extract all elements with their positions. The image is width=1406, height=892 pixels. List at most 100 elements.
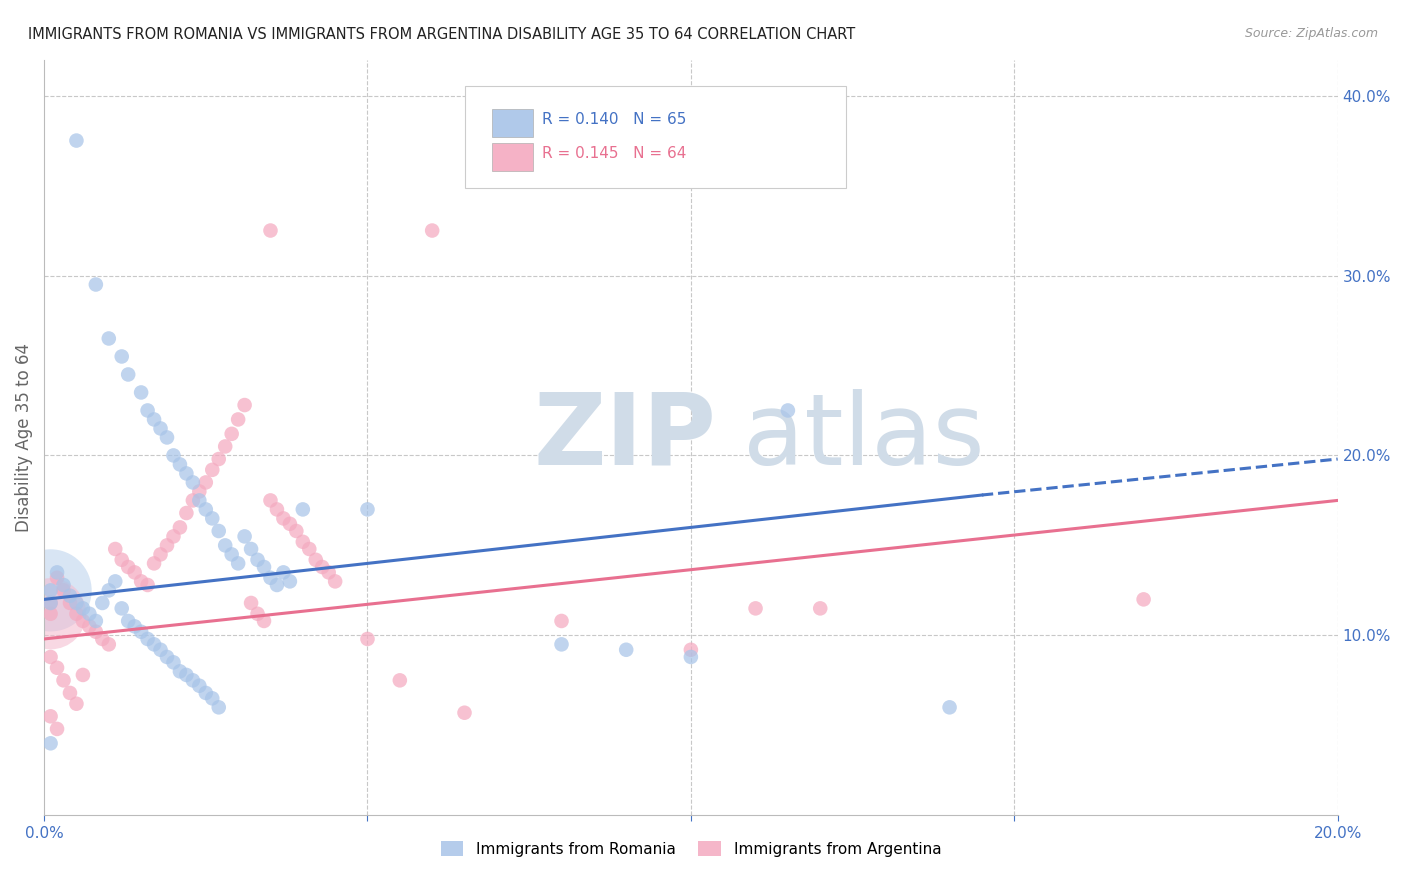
Point: [305, 553, 328, 567]
Point: [176, 668, 198, 682]
Point: [136, 403, 159, 417]
Point: [208, 700, 231, 714]
Point: [65, 134, 87, 148]
Y-axis label: Disability Age 35 to 64: Disability Age 35 to 64: [15, 343, 32, 532]
Point: [550, 637, 572, 651]
Point: [221, 548, 243, 562]
Point: [39, 607, 62, 621]
Point: [226, 557, 249, 571]
Point: [143, 412, 166, 426]
Point: [97, 583, 120, 598]
Point: [266, 578, 288, 592]
Text: ZIP: ZIP: [534, 389, 717, 486]
Point: [181, 475, 204, 490]
Point: [188, 679, 211, 693]
Text: Source: ZipAtlas.com: Source: ZipAtlas.com: [1244, 27, 1378, 40]
Point: [273, 511, 295, 525]
Point: [59, 596, 82, 610]
Point: [111, 601, 134, 615]
Point: [356, 632, 378, 646]
Text: R = 0.145   N = 64: R = 0.145 N = 64: [543, 145, 686, 161]
Point: [39, 596, 62, 610]
Point: [291, 534, 314, 549]
Point: [453, 706, 475, 720]
FancyBboxPatch shape: [464, 86, 846, 188]
Point: [181, 673, 204, 688]
Point: [420, 223, 443, 237]
Point: [117, 614, 139, 628]
Point: [240, 596, 263, 610]
Point: [188, 493, 211, 508]
Point: [156, 430, 179, 444]
Point: [201, 691, 224, 706]
Point: [246, 553, 269, 567]
Point: [259, 223, 281, 237]
Point: [181, 493, 204, 508]
Point: [233, 529, 256, 543]
Point: [233, 398, 256, 412]
Point: [79, 619, 101, 633]
Point: [188, 484, 211, 499]
Point: [46, 722, 69, 736]
Point: [162, 656, 184, 670]
Point: [808, 601, 831, 615]
Point: [176, 467, 198, 481]
Point: [91, 596, 114, 610]
Point: [253, 614, 276, 628]
Point: [356, 502, 378, 516]
Point: [84, 277, 107, 292]
Point: [194, 502, 217, 516]
Point: [318, 566, 340, 580]
Point: [59, 686, 82, 700]
Point: [298, 541, 321, 556]
Point: [776, 403, 799, 417]
Point: [169, 665, 191, 679]
Point: [169, 458, 191, 472]
Point: [65, 697, 87, 711]
Point: [46, 661, 69, 675]
Point: [194, 686, 217, 700]
Point: [143, 557, 166, 571]
Point: [39, 736, 62, 750]
Point: [149, 421, 172, 435]
Point: [39, 709, 62, 723]
Point: [744, 601, 766, 615]
Point: [259, 571, 281, 585]
Point: [59, 589, 82, 603]
Point: [111, 350, 134, 364]
Point: [176, 506, 198, 520]
Point: [117, 368, 139, 382]
Point: [39, 583, 62, 598]
Point: [149, 642, 172, 657]
Point: [52, 578, 75, 592]
FancyBboxPatch shape: [492, 144, 533, 170]
Point: [84, 614, 107, 628]
Point: [311, 560, 333, 574]
Point: [117, 560, 139, 574]
Point: [39, 583, 62, 598]
Point: [221, 426, 243, 441]
Point: [143, 637, 166, 651]
Text: atlas: atlas: [742, 389, 984, 486]
Point: [259, 493, 281, 508]
Point: [162, 449, 184, 463]
Point: [291, 502, 314, 516]
Point: [46, 571, 69, 585]
Point: [226, 412, 249, 426]
Point: [273, 566, 295, 580]
Point: [84, 624, 107, 639]
Point: [201, 463, 224, 477]
Point: [46, 566, 69, 580]
Point: [52, 673, 75, 688]
Point: [39, 649, 62, 664]
Point: [214, 538, 236, 552]
Point: [278, 516, 301, 531]
Point: [129, 624, 152, 639]
Point: [72, 614, 94, 628]
Point: [72, 601, 94, 615]
Point: [136, 578, 159, 592]
Point: [246, 607, 269, 621]
Point: [156, 538, 179, 552]
Point: [72, 668, 94, 682]
Point: [124, 566, 146, 580]
